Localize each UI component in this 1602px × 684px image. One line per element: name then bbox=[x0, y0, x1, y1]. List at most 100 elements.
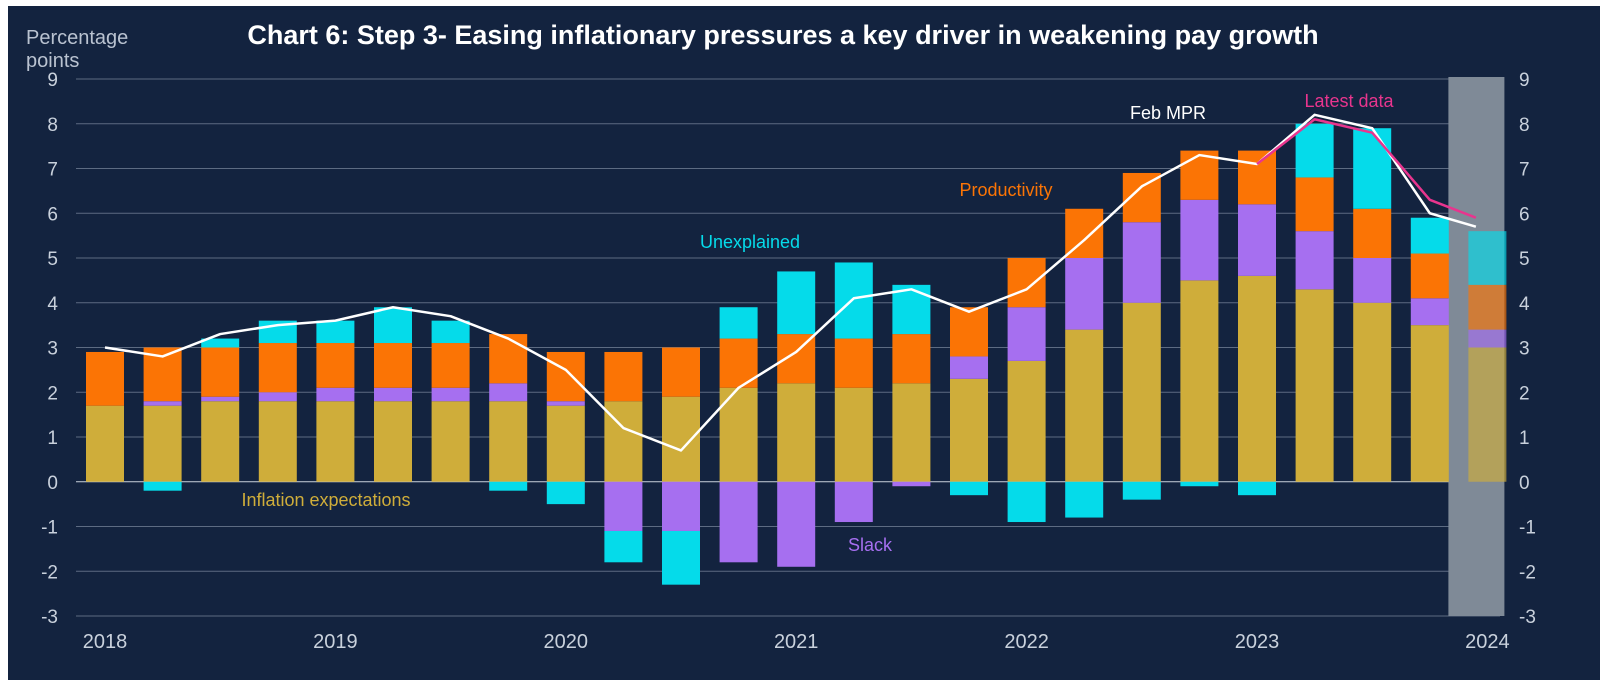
bar-segment bbox=[489, 383, 528, 402]
bar-segment bbox=[777, 481, 816, 567]
bar-segment bbox=[431, 401, 470, 482]
y-tick-label-right: 5 bbox=[1519, 249, 1530, 270]
line-latest-data bbox=[1256, 118, 1477, 219]
annotations: Inflation expectations Slack Productivity U… bbox=[241, 91, 1394, 555]
chart-frame: 9 9 8 8 7 7 6 6 5 5 4 4 3 3 2 2 1 1 0 0 -1 -1 -2 -2 -3 -3 2018 2019… bbox=[8, 6, 1600, 680]
bar-segment bbox=[201, 401, 240, 482]
bar-segment bbox=[892, 383, 931, 482]
bar-segment bbox=[1468, 231, 1507, 285]
bar-segment bbox=[834, 262, 873, 339]
bar-segment bbox=[546, 401, 585, 406]
lines bbox=[104, 113, 1477, 452]
x-tick-label: 2019 bbox=[313, 631, 358, 653]
bar-segment bbox=[1353, 258, 1392, 303]
annotation-feb-mpr: Feb MPR bbox=[1130, 103, 1206, 123]
y-tick-label-left: 0 bbox=[47, 473, 58, 494]
bar-segment bbox=[1122, 481, 1161, 500]
y-tick-label-left: 8 bbox=[47, 115, 58, 136]
y-tick-label-right: 9 bbox=[1519, 70, 1530, 91]
x-tick-label: 2021 bbox=[774, 631, 819, 653]
bar-segment bbox=[489, 334, 528, 384]
y-tick-label-left: -3 bbox=[41, 607, 58, 628]
bar-segment bbox=[662, 396, 700, 482]
bar-segment bbox=[431, 343, 470, 388]
bar-segment bbox=[777, 334, 816, 384]
x-tick-label: 2022 bbox=[1004, 631, 1049, 653]
bar-segment bbox=[1238, 204, 1276, 276]
x-tick-label: 2024 bbox=[1465, 631, 1510, 653]
bar-segment bbox=[1122, 222, 1161, 303]
bar-segment bbox=[1410, 298, 1449, 326]
tick-labels: 9 9 8 8 7 7 6 6 5 5 4 4 3 3 2 2 1 1 0 0 -1 -1 -2 -2 -3 -3 2018 2019… bbox=[41, 70, 1536, 653]
bar-segment bbox=[201, 338, 240, 348]
bar-segment bbox=[604, 351, 643, 402]
y-tick-label-left: 9 bbox=[47, 70, 58, 91]
bar-segment bbox=[1295, 289, 1334, 482]
bar-segment bbox=[1468, 329, 1507, 348]
y-tick-label-left: 7 bbox=[47, 160, 58, 181]
y-tick-label-left: 3 bbox=[47, 339, 58, 360]
bar-segment bbox=[258, 401, 297, 482]
bar-segment bbox=[1238, 481, 1276, 496]
bar-segment bbox=[1007, 258, 1046, 308]
bar-segment bbox=[1468, 347, 1507, 482]
x-tick-label: 2018 bbox=[83, 631, 128, 653]
bar-segment bbox=[86, 405, 124, 482]
annotation-latest-data: Latest data bbox=[1304, 91, 1394, 111]
bar-segment bbox=[201, 347, 240, 397]
y-tick-label-left: -1 bbox=[41, 518, 58, 539]
bar-segment bbox=[1238, 150, 1276, 205]
bar-segment bbox=[950, 356, 988, 379]
y-tick-label-right: -2 bbox=[1519, 562, 1536, 583]
bar-segment bbox=[1180, 150, 1219, 200]
bar-segment bbox=[777, 383, 816, 482]
y-tick-label-left: 6 bbox=[47, 204, 58, 225]
bar-segment bbox=[374, 343, 412, 388]
y-tick-label-left: 5 bbox=[47, 249, 58, 270]
bar-segment bbox=[546, 351, 585, 402]
bar-segment bbox=[834, 481, 873, 523]
y-tick-label-right: 2 bbox=[1519, 383, 1530, 404]
y-tick-label-left: 4 bbox=[47, 294, 58, 315]
bar-segment bbox=[201, 396, 240, 402]
bar-segment bbox=[604, 530, 643, 563]
bar-segment bbox=[1295, 231, 1334, 290]
bar-segment bbox=[1410, 325, 1449, 482]
bar-segment bbox=[1353, 302, 1392, 482]
bar-segment bbox=[719, 481, 758, 563]
bar-segment bbox=[1353, 128, 1392, 209]
annotation-productivity: Productivity bbox=[959, 180, 1052, 200]
bar-segment bbox=[950, 481, 988, 496]
bar-segment bbox=[258, 392, 297, 402]
bar-segment bbox=[1180, 481, 1219, 487]
bar-segment bbox=[1065, 258, 1104, 330]
y-tick-label-right: 4 bbox=[1519, 294, 1530, 315]
y-tick-label-right: -1 bbox=[1519, 518, 1536, 539]
bar-segment bbox=[431, 320, 470, 344]
bar-segment bbox=[1238, 275, 1276, 482]
bars bbox=[86, 123, 1507, 585]
y-tick-label-right: 0 bbox=[1519, 473, 1530, 494]
bar-segment bbox=[374, 387, 412, 402]
bar-segment bbox=[1122, 302, 1161, 482]
bar-segment bbox=[719, 307, 758, 339]
bar-segment bbox=[1410, 253, 1449, 299]
bar-segment bbox=[1353, 208, 1392, 258]
bar-segment bbox=[86, 351, 124, 406]
bar-segment bbox=[950, 378, 988, 482]
bar-segment bbox=[374, 307, 412, 344]
bar-segment bbox=[719, 387, 758, 482]
bar-segment bbox=[604, 481, 643, 531]
annotation-inflation-expectations: Inflation expectations bbox=[241, 490, 410, 510]
annotation-slack: Slack bbox=[848, 535, 893, 555]
bar-segment bbox=[834, 338, 873, 388]
bar-segment bbox=[662, 347, 700, 397]
bar-segment bbox=[1295, 123, 1334, 178]
bar-segment bbox=[1468, 284, 1507, 330]
bar-segment bbox=[1007, 481, 1046, 523]
bar-segment bbox=[1180, 199, 1219, 281]
y-tick-label-right: 1 bbox=[1519, 428, 1530, 449]
bar-segment bbox=[258, 343, 297, 393]
bar-segment bbox=[950, 307, 988, 357]
annotation-unexplained: Unexplained bbox=[700, 232, 800, 252]
